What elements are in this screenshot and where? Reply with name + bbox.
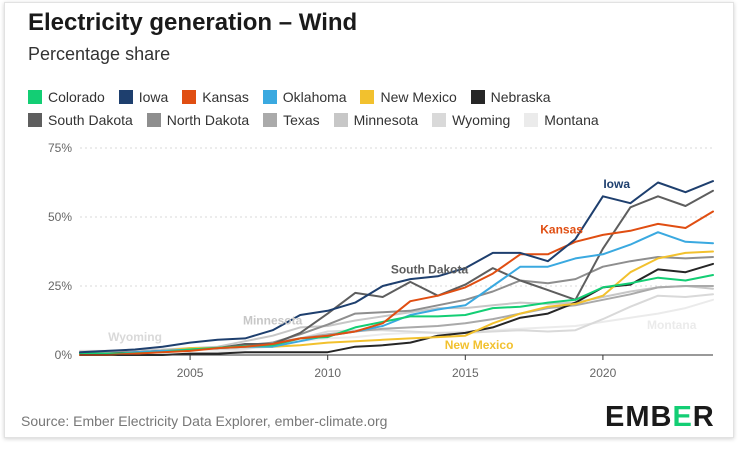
legend-label-nebraska: Nebraska	[490, 89, 551, 105]
series-line-wyoming	[79, 293, 714, 352]
legend-item-texas: Texas	[263, 109, 320, 132]
x-tick-label: 2010	[314, 366, 341, 380]
legend-label-iowa: Iowa	[138, 89, 169, 105]
annotation-wyoming: Wyoming	[108, 330, 162, 344]
x-tick-label: 2005	[177, 366, 204, 380]
legend-swatch-minnesota	[333, 113, 348, 127]
grid-lines	[80, 147, 713, 287]
legend-swatch-north-dakota	[146, 113, 161, 127]
annotation-minnesota: Minnesota	[243, 314, 303, 328]
legend-label-oklahoma: Oklahoma	[282, 89, 347, 105]
legend-item-nebraska: Nebraska	[470, 86, 551, 109]
chart-subtitle: Percentage share	[28, 44, 171, 64]
legend-swatch-south-dakota	[28, 113, 42, 127]
legend-label-wyoming: Wyoming	[452, 112, 511, 128]
source-note: Source: Ember Electricity Data Explorer,…	[21, 413, 388, 429]
legend-swatch-nebraska	[470, 90, 485, 104]
y-tick-label: 25%	[48, 279, 72, 293]
legend-label-kansas: Kansas	[202, 89, 249, 105]
legend-swatch-colorado	[28, 90, 42, 104]
x-tick-label: 2015	[452, 366, 479, 380]
legend-swatch-new-mexico	[360, 90, 375, 104]
legend-row-1: Colorado Iowa Kansas Oklahoma New Mexico…	[28, 86, 728, 109]
legend-item-wyoming: Wyoming	[432, 109, 510, 132]
y-tick-label: 75%	[48, 141, 72, 155]
y-axis-ticks: 0% 25% 50% 75%	[48, 141, 72, 362]
chart-card: Electricity generation – Wind Percentage…	[4, 2, 734, 438]
legend-item-colorado: Colorado	[28, 86, 105, 109]
chart-legend: Colorado Iowa Kansas Oklahoma New Mexico…	[28, 86, 728, 132]
series-line-colorado	[79, 274, 714, 355]
series-line-new-mexico	[79, 250, 714, 356]
legend-item-north-dakota: North Dakota	[146, 109, 250, 132]
legend-item-montana: Montana	[524, 109, 599, 132]
series-line-nebraska	[79, 262, 714, 356]
legend-item-kansas: Kansas	[182, 86, 249, 109]
legend-item-iowa: Iowa	[118, 86, 169, 109]
chart-title: Electricity generation – Wind	[28, 9, 358, 36]
series-lines	[79, 180, 714, 356]
legend-label-north-dakota: North Dakota	[166, 112, 250, 128]
legend-label-texas: Texas	[283, 112, 320, 128]
y-tick-label: 50%	[48, 210, 72, 224]
legend-label-colorado: Colorado	[48, 89, 105, 105]
logo-text-accent: E	[672, 401, 693, 433]
annotation-iowa: Iowa	[603, 177, 630, 191]
annotation-montana: Montana	[647, 318, 697, 332]
logo-text-start: EMB	[605, 401, 673, 433]
legend-swatch-montana	[524, 113, 539, 127]
y-tick-label: 0%	[55, 348, 73, 362]
legend-label-montana: Montana	[544, 112, 599, 128]
legend-item-new-mexico: New Mexico	[360, 86, 457, 109]
legend-label-new-mexico: New Mexico	[380, 89, 457, 105]
logo-text-end: R	[692, 401, 715, 433]
legend-row-2: South Dakota North Dakota Texas Minnesot…	[28, 109, 728, 132]
legend-item-south-dakota: South Dakota	[28, 109, 133, 132]
annotation-kansas: Kansas	[540, 223, 583, 237]
legend-swatch-iowa	[118, 90, 133, 104]
series-line-iowa	[79, 180, 714, 354]
legend-swatch-oklahoma	[262, 90, 277, 104]
legend-swatch-kansas	[182, 90, 197, 104]
legend-swatch-wyoming	[432, 113, 447, 127]
legend-label-south-dakota: South Dakota	[48, 112, 133, 128]
annotation-new-mexico: New Mexico	[445, 338, 514, 352]
legend-item-minnesota: Minnesota	[333, 109, 419, 132]
ember-logo: EMBER	[605, 401, 715, 434]
legend-label-minnesota: Minnesota	[353, 112, 419, 128]
line-annotations: Iowa Kansas South Dakota Minnesota Wyoming Ne…	[108, 177, 697, 352]
series-line-kansas	[79, 210, 714, 356]
x-axis-ticks: 2005 2010 2015 2020	[177, 355, 617, 380]
x-tick-label: 2020	[590, 366, 617, 380]
legend-item-oklahoma: Oklahoma	[262, 86, 347, 109]
annotation-south-dakota: South Dakota	[391, 263, 469, 277]
legend-swatch-texas	[263, 113, 278, 127]
